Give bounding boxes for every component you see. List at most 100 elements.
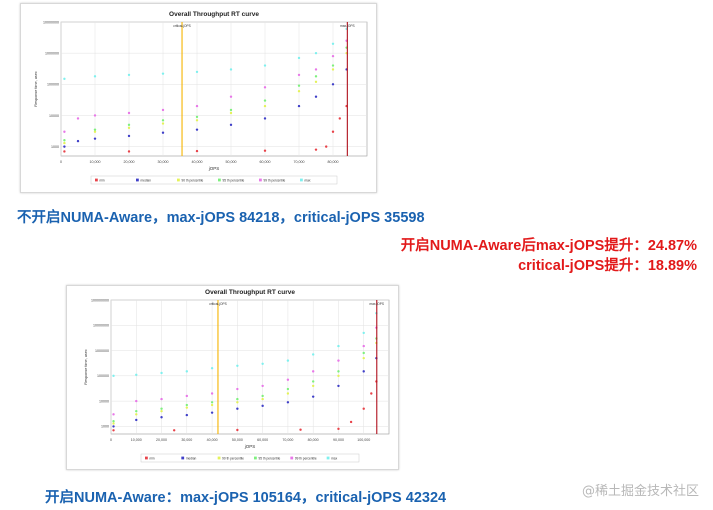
y-tick-label: 100000000 [91,298,109,302]
caption-with-numa: 开启NUMA-Aware：max-jOPS 105164，critical-jO… [45,490,447,506]
data-point-min [331,130,335,133]
data-point-max [135,373,138,376]
data-point-p99 [127,111,131,115]
y-tick-label: 100000 [47,83,59,87]
data-point-median [112,425,115,428]
data-point-max [112,374,115,378]
chart-panel-top: Overall Throughput RT curve 0 10,000 20,000… [20,3,377,193]
x-tick-label: 10,000 [131,438,142,442]
data-point-p95 [311,380,315,383]
data-point-p95 [337,370,340,373]
data-point-p99 [297,73,301,77]
data-point-p95 [160,407,163,410]
data-point-median [76,139,80,143]
data-point-p99 [286,378,290,381]
legend-label: 99 th percentile [264,178,286,182]
data-point-p90 [161,122,165,125]
data-point-p99 [311,370,315,373]
x-tick-label: 10,000 [90,160,101,164]
legend-swatch-p90 [217,456,221,460]
data-point-max [127,73,131,77]
x-tick-label: 70,000 [294,160,305,164]
data-point-median [185,413,189,417]
data-point-median [229,123,233,127]
legend-swatch-p99 [259,178,262,182]
data-point-max [314,51,318,55]
data-point-median [337,384,340,388]
legend-swatch-p95 [254,456,257,460]
data-point-max [337,344,340,348]
data-point-p95 [263,99,267,102]
data-point-median [195,128,199,131]
data-point-median [93,137,97,140]
x-tick-label: 20,000 [124,160,135,164]
marker-label: max-jOPS [370,302,385,306]
y-axis-label: Response time, usec [84,349,88,385]
marker-label: max-jOPS [340,24,355,28]
x-tick-label: 60,000 [257,438,268,442]
legend-label: max [331,456,337,460]
caption-without-numa: 不开启NUMA-Aware，max-jOPS 84218，critical-jO… [17,210,425,226]
data-point-median [160,416,163,419]
legend-swatch-median [136,178,139,182]
legend-label: median [141,178,152,182]
chart-top: Overall Throughput RT curve 0 10,000 20,000… [34,11,368,185]
data-point-p99 [314,68,318,71]
data-point-p90 [263,104,267,108]
data-point-min [195,149,199,153]
data-point-median [135,418,138,422]
data-point-min [112,429,115,432]
data-point-min [63,150,66,153]
x-tick-label: 100,000 [357,438,370,442]
legend-swatch-p90 [177,178,180,182]
data-point-p95 [236,397,239,401]
legend-box [140,453,360,463]
legend-label: 99 th percentile [295,456,317,460]
x-axis-label: jOPS [244,444,256,449]
x-tick-label: 80,000 [328,160,339,164]
legend-label: 95 th percentile [223,178,245,182]
legend-swatch-min [95,178,98,182]
legend-label: min [100,178,105,182]
data-point-max [185,370,189,373]
data-point-median [161,131,165,134]
data-point-p90 [362,356,365,360]
data-point-p99 [161,108,165,112]
data-point-max [160,371,163,375]
data-point-p95 [261,394,264,398]
data-point-p95 [286,387,290,391]
y-tick-label: 10000 [49,114,59,118]
data-point-p90 [210,403,214,407]
data-point-p95 [93,128,97,131]
x-tick-label: 60,000 [260,160,271,164]
data-point-p99 [362,344,365,348]
legend-swatch-max [326,456,330,460]
x-tick-label: 30,000 [181,438,192,442]
data-point-p90 [261,397,264,401]
data-point-min [236,428,239,432]
data-point-p95 [362,351,365,355]
x-tick-label: 80,000 [308,438,319,442]
data-point-median [297,104,301,108]
data-point-p99 [331,54,335,58]
data-point-max [93,75,97,78]
data-point-median [362,370,365,373]
data-point-min [337,427,340,431]
data-point-p95 [112,420,115,423]
legend-swatch-max [300,178,303,182]
x-tick-label: 50,000 [232,438,243,442]
data-point-p90 [286,392,290,395]
data-point-p90 [112,422,115,425]
caption-critical-jops-gain: critical-jOPS提升：18.89% [518,258,697,274]
data-point-median [261,404,264,408]
data-point-p95 [297,84,301,87]
data-point-max [362,331,365,335]
data-point-p99 [195,104,199,108]
y-tick-label: 10000000 [93,324,109,328]
data-point-median [127,134,131,138]
y-axis-label: Response time, usec [34,71,38,107]
y-tick-label: 10000000 [43,20,59,24]
x-tick-label: 0 [60,160,62,164]
data-point-p95 [314,75,318,78]
data-point-p90 [311,384,315,388]
